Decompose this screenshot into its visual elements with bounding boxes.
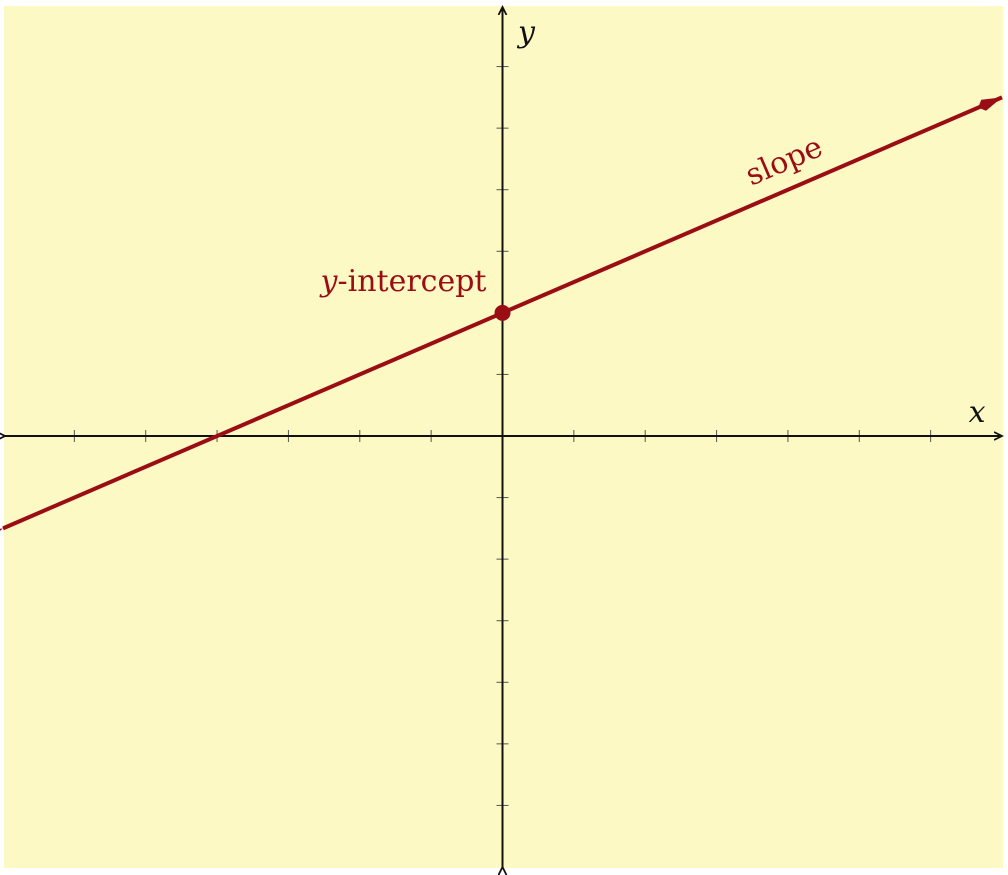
y-intercept-label: y-intercept xyxy=(319,264,487,299)
intercept-variable: y xyxy=(319,264,339,299)
y-axis-label: y xyxy=(516,15,536,50)
y-intercept-point xyxy=(494,304,511,321)
x-axis-label: x xyxy=(969,395,986,430)
intercept-text: -intercept xyxy=(337,264,486,299)
